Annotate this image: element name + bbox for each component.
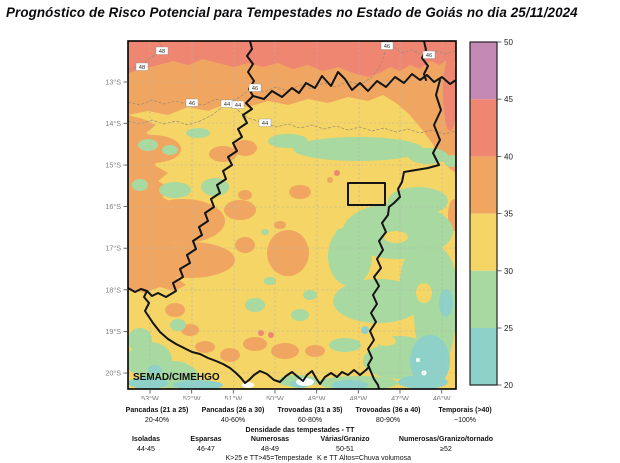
colorbar-tick-label: 50: [504, 38, 513, 47]
graticule-grid: [128, 41, 456, 389]
colorbar-tick-label: 20: [504, 381, 513, 390]
colorbar-tick-label: 45: [504, 95, 513, 104]
x-tick-label: 48°W: [349, 394, 367, 400]
legend-heading: Densidade das tempestades - TT: [245, 426, 355, 434]
colorbar-segment-20-25: [470, 328, 497, 385]
colorbar: 50 45 40 35 30 25 20: [469, 38, 513, 390]
contour-label: 48: [159, 49, 165, 55]
legend-category-value: 80-90%: [375, 416, 401, 424]
legend-density-value: 48-49: [261, 445, 279, 453]
colorbar-segment-45-50: [470, 42, 497, 100]
x-tick-label: 49°W: [308, 394, 326, 400]
legend-category-label: Trovoadas (31 a 35): [277, 407, 343, 414]
colorbar-tick-label: 30: [504, 267, 513, 276]
legend-note: K e TT Altos=Chuva volumosa: [316, 455, 412, 462]
legend-category-label: Pancadas (21 a 25): [125, 407, 189, 414]
state-boundaries: [128, 41, 456, 389]
legend-density-value: ≥52: [440, 445, 452, 453]
x-tick-label: 52°W: [183, 394, 201, 400]
x-tick-label: 46°W: [433, 394, 451, 400]
y-tick-label: 14°S: [105, 119, 121, 128]
legend-density-label: Várias/Granizo: [320, 436, 370, 443]
legend-density-value: 44-45: [137, 445, 155, 453]
y-axis: 13°S 14°S 15°S 16°S 17°S 18°S 19°S 20°S: [105, 78, 128, 378]
legend-note: K>25 e TT>45=Tempestade: [225, 455, 313, 462]
legend-density-label: Numerosas: [250, 436, 290, 443]
contour-label: 46: [384, 44, 390, 50]
contour-label: 46: [426, 53, 432, 59]
y-tick-label: 20°S: [105, 369, 121, 378]
colorbar-tick-label: 25: [504, 324, 513, 333]
x-tick-label: 47°W: [391, 394, 409, 400]
y-tick-label: 16°S: [105, 202, 121, 211]
contour-label: 44: [224, 102, 231, 108]
y-tick-label: 17°S: [105, 244, 121, 253]
risk-field: 48 48 46 46 46 46 44 44 44 SEMAD/CIMEHGO: [128, 41, 456, 389]
colorbar-tick-label: 40: [504, 152, 513, 161]
contour-label: 46: [189, 101, 195, 107]
x-tick-label: 53°W: [141, 394, 159, 400]
legend-category-value: ~100%: [454, 416, 476, 424]
legend-density-label: Isoladas: [131, 436, 161, 443]
legend-density-value: 50-51: [336, 445, 354, 453]
watermark: SEMAD/CIMEHGO: [133, 372, 220, 383]
map-plot: 48 48 46 46 46 46 44 44 44 SEMAD/CIMEHGO: [105, 38, 513, 400]
legend-category-label: Pancadas (26 a 30): [201, 407, 265, 414]
colorbar-segment-35-40: [470, 156, 497, 214]
legend-density-label: Esparsas: [190, 436, 222, 443]
legend-category-label: Temporais (>40): [438, 407, 492, 414]
legend-category-label: Trovoadas (36 a 40): [355, 407, 421, 414]
legend-category-value: 60-80%: [297, 416, 323, 424]
colorbar-segment-30-35: [470, 213, 497, 271]
contour-label: 46: [252, 86, 258, 92]
distrito-federal-outline: [347, 182, 386, 206]
x-axis: 53°W 52°W 51°W 50°W 49°W 48°W 47°W 46°W: [141, 389, 451, 400]
colorbar-segment-40-45: [470, 99, 497, 157]
y-tick-label: 15°S: [105, 161, 121, 170]
legend-density-label: Numerosas/Granizo/tornado: [398, 436, 494, 443]
legend-category-value: 20-40%: [144, 416, 170, 424]
legend-category-value: 40-60%: [220, 416, 246, 424]
x-tick-label: 51°W: [224, 394, 242, 400]
tt-contour-labels: 48 48 46 46 46 46 44 44 44: [135, 41, 436, 127]
page-title: Prognóstico de Risco Potencial para Temp…: [6, 5, 578, 20]
map-frame: [127, 40, 457, 390]
x-tick-label: 50°W: [266, 394, 284, 400]
y-tick-label: 13°S: [105, 78, 121, 87]
contour-label: 44: [235, 103, 242, 109]
contour-label: 44: [262, 121, 269, 127]
colorbar-segment-25-30: [470, 270, 497, 328]
legend-density-value: 46-47: [197, 445, 215, 453]
contour-label: 48: [139, 65, 145, 71]
y-tick-label: 19°S: [105, 327, 121, 336]
colorbar-tick-label: 35: [504, 210, 513, 219]
y-tick-label: 18°S: [105, 285, 121, 294]
